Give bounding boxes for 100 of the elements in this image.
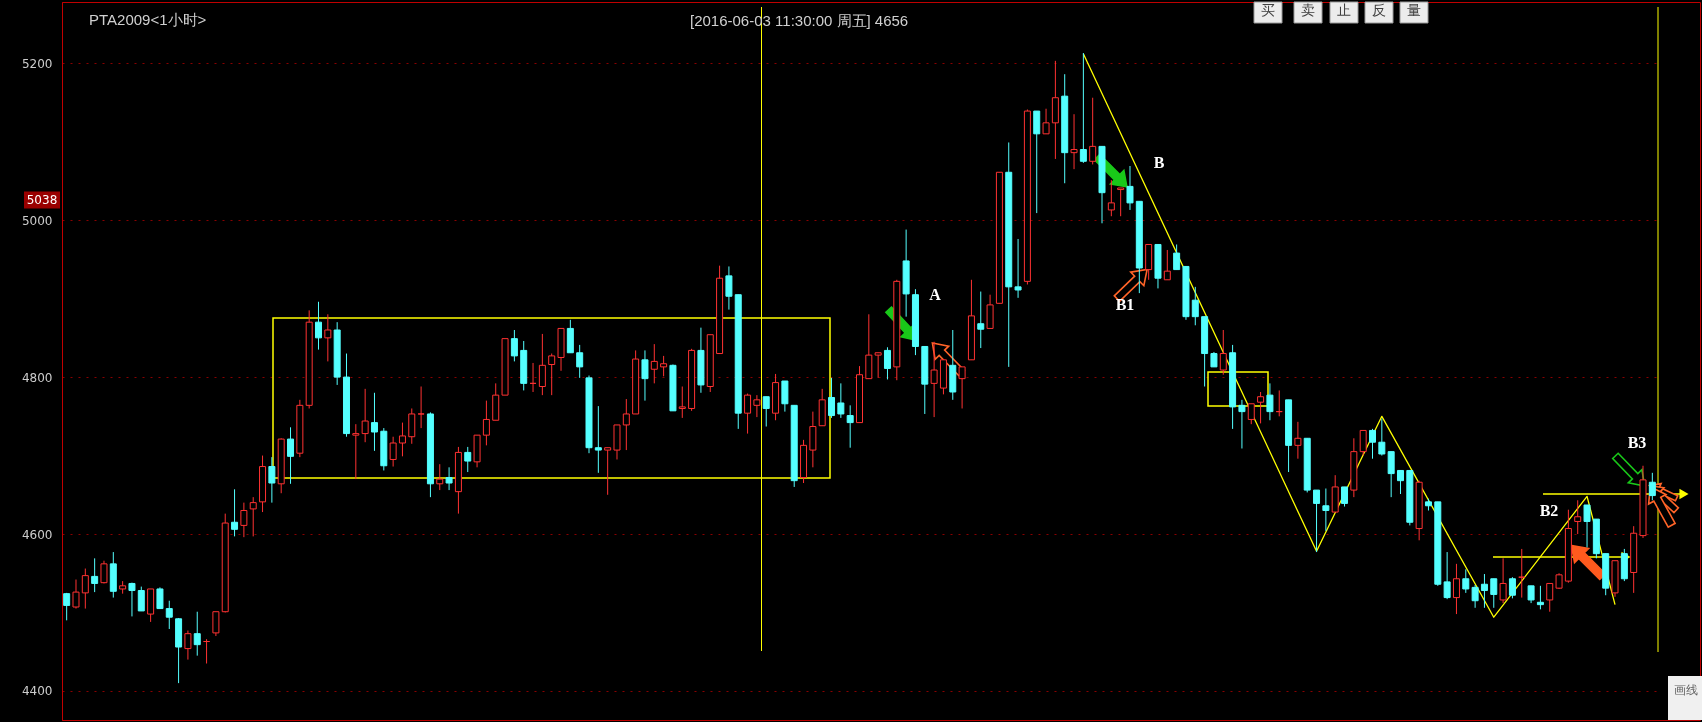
annotation: 量: [1407, 2, 1421, 18]
candlestick: [650, 343, 658, 384]
candlestick: [1471, 584, 1479, 609]
candlestick: [874, 352, 882, 379]
candlestick: [1443, 551, 1451, 600]
y-tick-label: 4800: [21, 370, 53, 385]
annotation: B3: [1627, 434, 1647, 451]
annotation: B: [1153, 154, 1165, 171]
candlestick: [744, 393, 752, 435]
candlestick: [1191, 286, 1199, 326]
candlestick: [1079, 52, 1087, 164]
candlestick: [1107, 179, 1115, 217]
y-tick-label: 5200: [21, 56, 53, 71]
candlestick: [762, 396, 770, 428]
candlestick: [445, 466, 453, 491]
candlestick: [594, 405, 602, 474]
candlestick: [1257, 391, 1265, 424]
candlestick: [464, 446, 472, 473]
candlestick: [1042, 108, 1050, 135]
candlestick: [725, 265, 733, 311]
candlestick: [1266, 382, 1274, 421]
candlestick: [809, 411, 817, 468]
candlestick: [781, 380, 789, 413]
candlestick: [408, 407, 416, 445]
candlestick: [1294, 421, 1302, 460]
candlestick: [548, 353, 556, 396]
candlestick: [846, 404, 854, 449]
candlestick: [604, 447, 612, 496]
candlestick: [1490, 578, 1498, 609]
candlestick: [324, 313, 332, 362]
candlestick: [240, 502, 248, 538]
y-tick-label: 5000: [21, 213, 53, 228]
text: 画线: [1674, 683, 1698, 697]
candlestick: [1574, 499, 1582, 535]
candlestick: [1508, 576, 1516, 599]
candlestick: [660, 355, 668, 377]
annotation: A: [929, 286, 942, 303]
candlestick: [231, 488, 239, 537]
candlestick: [1247, 403, 1255, 425]
candlestick: [1033, 110, 1041, 214]
candlestick: [828, 377, 836, 419]
candlestick: [249, 496, 257, 537]
candlestick: [510, 329, 518, 362]
candlestick: [1387, 451, 1395, 498]
candlestick: [1452, 563, 1460, 615]
text: 5038: [26, 193, 58, 207]
candlestick: [1089, 97, 1097, 165]
candlestick: [212, 611, 220, 637]
candlestick: [1536, 585, 1544, 610]
candlestick: [63, 592, 71, 621]
candlestick: [1462, 568, 1470, 594]
annotation: 买: [1261, 2, 1275, 18]
candlestick: [622, 398, 630, 451]
text: PTA2009<1小时>: [89, 11, 207, 28]
candlestick: [436, 463, 444, 491]
candlestick: [398, 422, 406, 457]
candlestick: [389, 436, 397, 468]
candlestick: [268, 456, 276, 504]
candlestick: [137, 586, 145, 612]
candlestick: [81, 568, 89, 610]
candlestick: [1341, 486, 1349, 508]
candlestick: [1499, 557, 1507, 604]
candlestick: [72, 579, 80, 610]
candlestick: [1238, 399, 1246, 449]
y-tick-label: 4600: [21, 527, 53, 542]
candlestick: [1070, 113, 1078, 170]
candlestick: [193, 611, 201, 657]
candlestick: [678, 386, 686, 419]
candlestick: [1480, 573, 1488, 609]
annotation: 止: [1337, 2, 1351, 18]
candlestick: [1173, 243, 1181, 271]
candlestick: [753, 394, 761, 418]
candlestick: [576, 344, 584, 379]
candlestick: [1322, 488, 1330, 532]
candlestick: [1648, 472, 1656, 501]
annotation: 卖: [1301, 2, 1315, 18]
candlestick: [156, 586, 164, 610]
candlestick: [165, 600, 173, 630]
candlestick: [91, 557, 99, 593]
candlestick: [1583, 504, 1591, 548]
candlestick: [837, 382, 845, 419]
candlestick: [1313, 489, 1321, 553]
candlestick: [883, 346, 891, 380]
candlestick: [184, 630, 192, 661]
y-tick-label: 4400: [21, 684, 53, 699]
candlestick: [1163, 249, 1171, 281]
candlestick: [352, 423, 360, 480]
candlestick: [986, 294, 994, 329]
candlestick: [1546, 582, 1554, 613]
candlestick: [1359, 429, 1367, 457]
candlestick: [538, 333, 546, 396]
candlestick: [1396, 469, 1404, 495]
candlestick: [1378, 418, 1386, 457]
candlestick: [287, 426, 295, 485]
candlestick: [865, 313, 873, 380]
candlestick: [361, 388, 369, 443]
candlestick: [370, 392, 378, 452]
candlestick: [482, 400, 490, 446]
annotation: B2: [1539, 502, 1559, 519]
candlestick: [977, 291, 985, 349]
